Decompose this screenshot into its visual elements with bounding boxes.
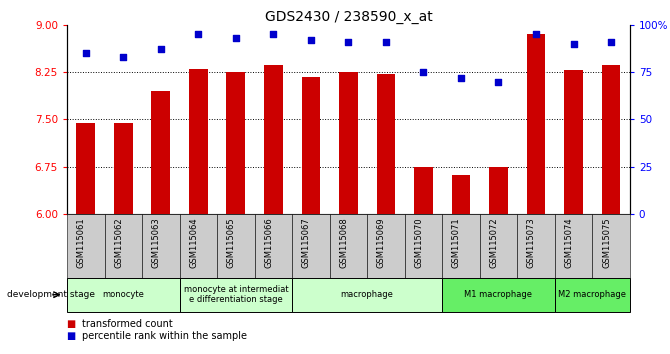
Bar xyxy=(564,70,583,214)
Bar xyxy=(527,34,545,214)
Bar xyxy=(302,76,320,214)
Bar xyxy=(452,175,470,214)
Text: GSM115064: GSM115064 xyxy=(190,217,198,268)
Bar xyxy=(217,214,255,278)
Bar xyxy=(442,214,480,278)
Bar xyxy=(67,278,180,312)
Bar xyxy=(67,214,105,278)
Text: monocyte: monocyte xyxy=(103,290,144,299)
Text: GSM115070: GSM115070 xyxy=(415,217,423,268)
Text: GSM115071: GSM115071 xyxy=(452,217,461,268)
Bar xyxy=(414,167,433,214)
Bar xyxy=(367,214,405,278)
Title: GDS2430 / 238590_x_at: GDS2430 / 238590_x_at xyxy=(265,10,432,24)
Bar xyxy=(180,278,292,312)
Point xyxy=(80,50,91,56)
Point xyxy=(456,75,466,81)
Text: GSM115061: GSM115061 xyxy=(77,217,86,268)
Bar xyxy=(142,214,180,278)
Point xyxy=(568,41,579,46)
Text: ■: ■ xyxy=(67,319,79,329)
Bar xyxy=(602,64,620,214)
Text: GSM115067: GSM115067 xyxy=(302,217,311,268)
Bar xyxy=(442,278,555,312)
Bar xyxy=(76,122,95,214)
Text: GSM115074: GSM115074 xyxy=(565,217,574,268)
Point xyxy=(306,37,316,43)
Bar xyxy=(292,214,330,278)
Point xyxy=(268,32,279,37)
Bar xyxy=(489,167,508,214)
Bar xyxy=(105,214,142,278)
Bar xyxy=(405,214,442,278)
Bar xyxy=(330,214,367,278)
Bar xyxy=(114,122,133,214)
Bar xyxy=(264,64,283,214)
Text: GSM115073: GSM115073 xyxy=(527,217,536,268)
Text: M1 macrophage: M1 macrophage xyxy=(464,290,533,299)
Bar xyxy=(555,214,592,278)
Text: percentile rank within the sample: percentile rank within the sample xyxy=(82,331,247,341)
Bar xyxy=(377,74,395,214)
Text: transformed count: transformed count xyxy=(82,319,172,329)
Bar xyxy=(480,214,517,278)
Text: M2 macrophage: M2 macrophage xyxy=(558,290,626,299)
Text: ■: ■ xyxy=(67,331,79,341)
Point xyxy=(531,32,541,37)
Bar xyxy=(592,214,630,278)
Text: GSM115075: GSM115075 xyxy=(602,217,611,268)
Text: monocyte at intermediat
e differentiation stage: monocyte at intermediat e differentiatio… xyxy=(184,285,288,304)
Bar xyxy=(339,72,358,214)
Bar xyxy=(255,214,292,278)
Text: development stage: development stage xyxy=(7,290,94,299)
Point xyxy=(418,69,429,75)
Point xyxy=(606,39,616,45)
Text: GSM115069: GSM115069 xyxy=(377,217,386,268)
Bar xyxy=(151,91,170,214)
Bar xyxy=(555,278,630,312)
Point xyxy=(155,47,166,52)
Text: macrophage: macrophage xyxy=(341,290,393,299)
Text: GSM115068: GSM115068 xyxy=(340,217,348,268)
Text: GSM115063: GSM115063 xyxy=(152,217,161,268)
Bar xyxy=(226,72,245,214)
Point xyxy=(230,35,241,41)
Point xyxy=(193,32,204,37)
Text: GSM115062: GSM115062 xyxy=(115,217,123,268)
Point xyxy=(493,79,504,84)
Point xyxy=(381,39,391,45)
Point xyxy=(343,39,354,45)
Text: GSM115072: GSM115072 xyxy=(490,217,498,268)
Point xyxy=(118,54,129,60)
Text: GSM115065: GSM115065 xyxy=(227,217,236,268)
Bar xyxy=(292,278,442,312)
Bar xyxy=(180,214,217,278)
Bar xyxy=(517,214,555,278)
Bar xyxy=(189,69,208,214)
Text: GSM115066: GSM115066 xyxy=(265,217,273,268)
